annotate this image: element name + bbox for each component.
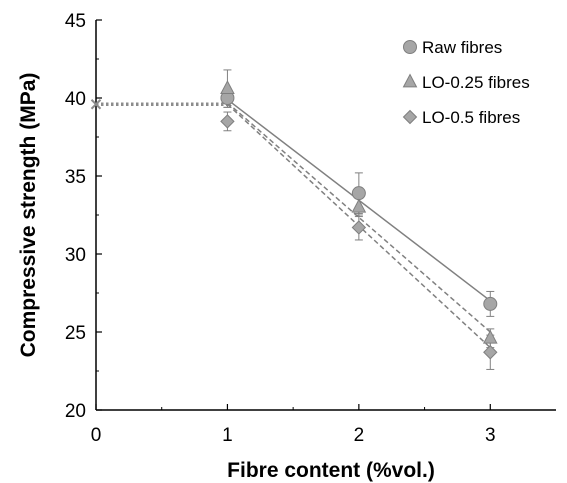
y-tick-label: 20 <box>65 401 86 422</box>
y-tick-label: 45 <box>65 11 86 32</box>
y-tick-label: 35 <box>65 167 86 188</box>
x-tick-label: 1 <box>222 425 233 446</box>
data-point <box>220 80 235 95</box>
trendline <box>226 102 491 333</box>
legend-marker <box>402 109 418 125</box>
y-tick-label: 30 <box>65 245 86 266</box>
x-tick-label: 3 <box>485 425 496 446</box>
data-point <box>482 329 498 344</box>
y-tick-label: 40 <box>65 89 86 110</box>
data-point <box>351 220 367 235</box>
legend: Raw fibres LO-0.25 fibres LO-0.5 fibres <box>402 38 530 127</box>
legend-label: Raw fibres <box>422 38 502 57</box>
x-tick-label: 2 <box>354 425 365 446</box>
data-point <box>351 186 366 201</box>
data-point <box>220 114 235 129</box>
y-tick-label: 25 <box>65 323 86 344</box>
plot-area: 20 25 30 35 40 45 0 1 2 3 <box>65 11 556 446</box>
data-point <box>351 198 367 213</box>
legend-marker <box>403 40 417 54</box>
y-axis-title: Compressive strength (MPa) <box>17 73 40 358</box>
plain-value-x-marker <box>90 99 102 110</box>
legend-label: LO-0.25 fibres <box>422 73 530 92</box>
data-point <box>483 345 498 360</box>
data-point <box>483 296 498 311</box>
legend-label: LO-0.5 fibres <box>422 108 520 127</box>
x-tick-label: 0 <box>91 425 102 446</box>
x-axis-title: Fibre content (%vol.) <box>227 459 435 482</box>
legend-marker <box>402 73 418 88</box>
